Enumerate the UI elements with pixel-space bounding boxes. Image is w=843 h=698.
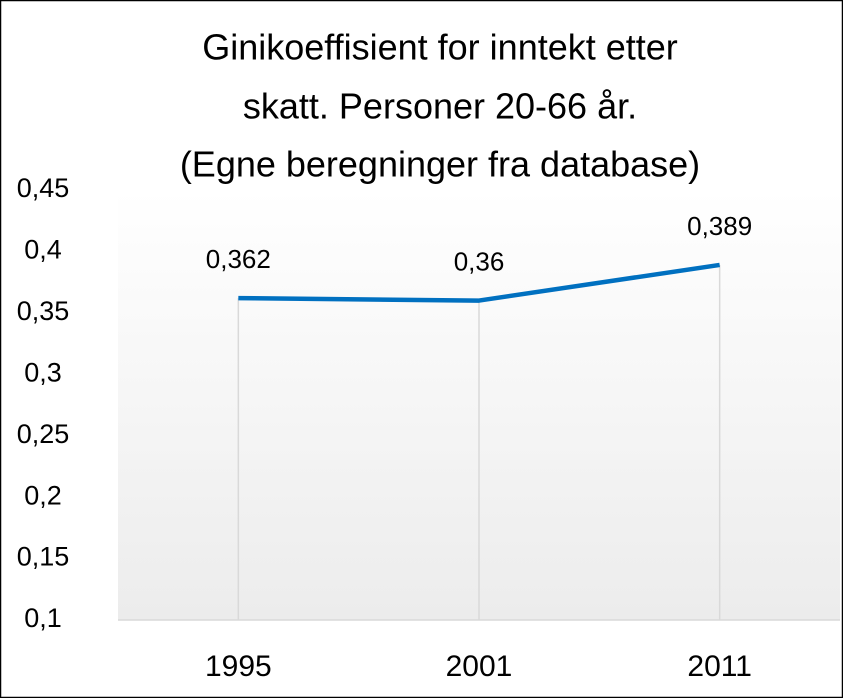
x-tick-label: 1995: [205, 650, 272, 683]
y-tick-label: 0,45: [17, 173, 70, 203]
data-label: 0,362: [206, 244, 271, 274]
data-label: 0,389: [687, 211, 752, 241]
chart-title: Ginikoeffisient for inntekt etter: [202, 27, 678, 68]
y-tick-label: 0,35: [17, 296, 70, 326]
chart-title: (Egne beregninger fra database): [180, 144, 700, 185]
x-tick-label: 2011: [687, 650, 752, 683]
y-tick-label: 0,15: [17, 542, 70, 572]
chart-title: skatt. Personer 20-66 år.: [243, 86, 637, 127]
y-tick-label: 0,3: [24, 357, 62, 387]
y-tick-label: 0,1: [24, 603, 62, 633]
y-tick-label: 0,25: [17, 419, 70, 449]
data-line: [238, 262, 720, 303]
data-label: 0,36: [454, 246, 505, 276]
x-tick-label: 2001: [446, 650, 513, 683]
y-tick-label: 0,2: [24, 480, 62, 510]
y-tick-label: 0,4: [24, 235, 62, 265]
